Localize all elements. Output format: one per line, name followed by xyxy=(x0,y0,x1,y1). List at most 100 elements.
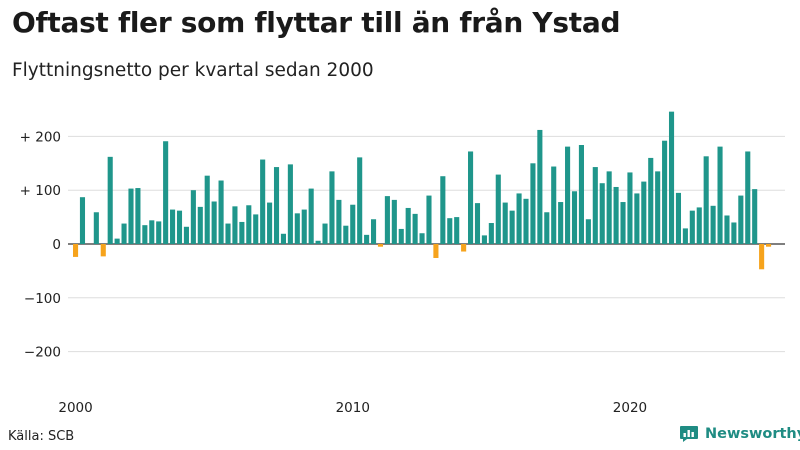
y-tick-label: + 100 xyxy=(20,183,61,199)
bar xyxy=(745,151,751,244)
bar xyxy=(599,183,605,244)
bar xyxy=(585,219,591,244)
bar xyxy=(655,171,661,244)
bar xyxy=(648,157,654,244)
bar xyxy=(225,223,231,244)
bar xyxy=(461,244,467,252)
bar xyxy=(280,233,286,244)
bar xyxy=(232,206,238,244)
bar xyxy=(100,244,106,257)
bar xyxy=(759,244,765,270)
bar xyxy=(218,180,224,244)
bar xyxy=(502,202,508,244)
bar xyxy=(183,226,189,244)
bar xyxy=(731,222,737,244)
newsworthy-logo: Newsworthy xyxy=(679,425,800,443)
bar xyxy=(301,209,307,244)
bar xyxy=(211,201,217,244)
bar xyxy=(405,207,411,244)
bar xyxy=(668,111,675,244)
bar xyxy=(190,190,196,244)
bar xyxy=(176,210,183,244)
bar xyxy=(696,207,702,244)
bar xyxy=(197,206,203,244)
bar xyxy=(121,223,127,244)
bar xyxy=(149,220,155,244)
bar xyxy=(343,225,349,244)
bar xyxy=(544,212,550,244)
bar xyxy=(260,159,266,244)
newsworthy-chart-logo-icon xyxy=(680,426,698,442)
x-tick-label: 2010 xyxy=(336,400,370,416)
bar xyxy=(336,199,342,244)
bar xyxy=(620,202,626,244)
bars xyxy=(73,111,772,270)
bar xyxy=(357,157,363,244)
bar xyxy=(488,223,494,244)
bar xyxy=(752,189,758,244)
bar xyxy=(509,210,515,244)
bar xyxy=(412,213,418,244)
bar xyxy=(565,146,571,244)
bar xyxy=(682,228,688,244)
bar xyxy=(516,193,522,244)
bar xyxy=(204,175,210,244)
bar xyxy=(163,141,169,244)
y-tick-label: −200 xyxy=(24,345,61,361)
bar xyxy=(426,195,432,244)
bar xyxy=(481,235,487,244)
x-tick-label: 2000 xyxy=(58,400,92,416)
bar xyxy=(315,240,321,244)
bar xyxy=(364,234,370,244)
bar xyxy=(156,221,162,244)
bar xyxy=(634,193,640,244)
bar xyxy=(73,244,79,257)
bar xyxy=(558,202,564,244)
bar xyxy=(523,198,529,244)
bar xyxy=(641,181,647,244)
bar xyxy=(239,221,245,244)
chart-title: Oftast fler som flyttar till än från Yst… xyxy=(12,6,621,39)
bar xyxy=(384,196,390,244)
bar xyxy=(391,199,397,244)
bar xyxy=(724,215,730,244)
bar xyxy=(447,218,453,244)
bar xyxy=(468,151,474,244)
y-tick-label: −100 xyxy=(24,291,61,307)
bar xyxy=(537,129,543,244)
bar xyxy=(433,244,439,258)
bar xyxy=(253,214,259,244)
bar xyxy=(627,172,633,244)
bar xyxy=(766,244,772,247)
bar xyxy=(738,195,744,244)
bar xyxy=(454,217,460,244)
x-tick-label: 2020 xyxy=(613,400,647,416)
bar xyxy=(273,167,280,244)
bar xyxy=(530,163,536,244)
bar xyxy=(419,233,425,244)
bar xyxy=(287,164,293,244)
source-note: Källa: SCB xyxy=(8,429,75,444)
y-tick-label: + 200 xyxy=(20,129,61,145)
brand-name: Newsworthy xyxy=(705,426,800,442)
bar xyxy=(675,192,682,244)
bar xyxy=(142,225,148,244)
bar xyxy=(294,213,300,244)
bar xyxy=(377,244,384,247)
bar xyxy=(322,223,328,244)
bar xyxy=(93,212,99,244)
bar xyxy=(474,203,481,244)
bar xyxy=(79,197,86,244)
bar xyxy=(578,145,584,244)
bar xyxy=(613,186,619,244)
bar xyxy=(710,205,716,244)
bar xyxy=(703,156,709,244)
bar xyxy=(370,219,377,244)
bar xyxy=(606,171,612,244)
bar xyxy=(495,174,501,244)
bar xyxy=(135,188,141,244)
chart-subtitle: Flyttningsnetto per kvartal sedan 2000 xyxy=(12,60,374,81)
bar xyxy=(114,238,120,244)
bar xyxy=(398,228,404,244)
